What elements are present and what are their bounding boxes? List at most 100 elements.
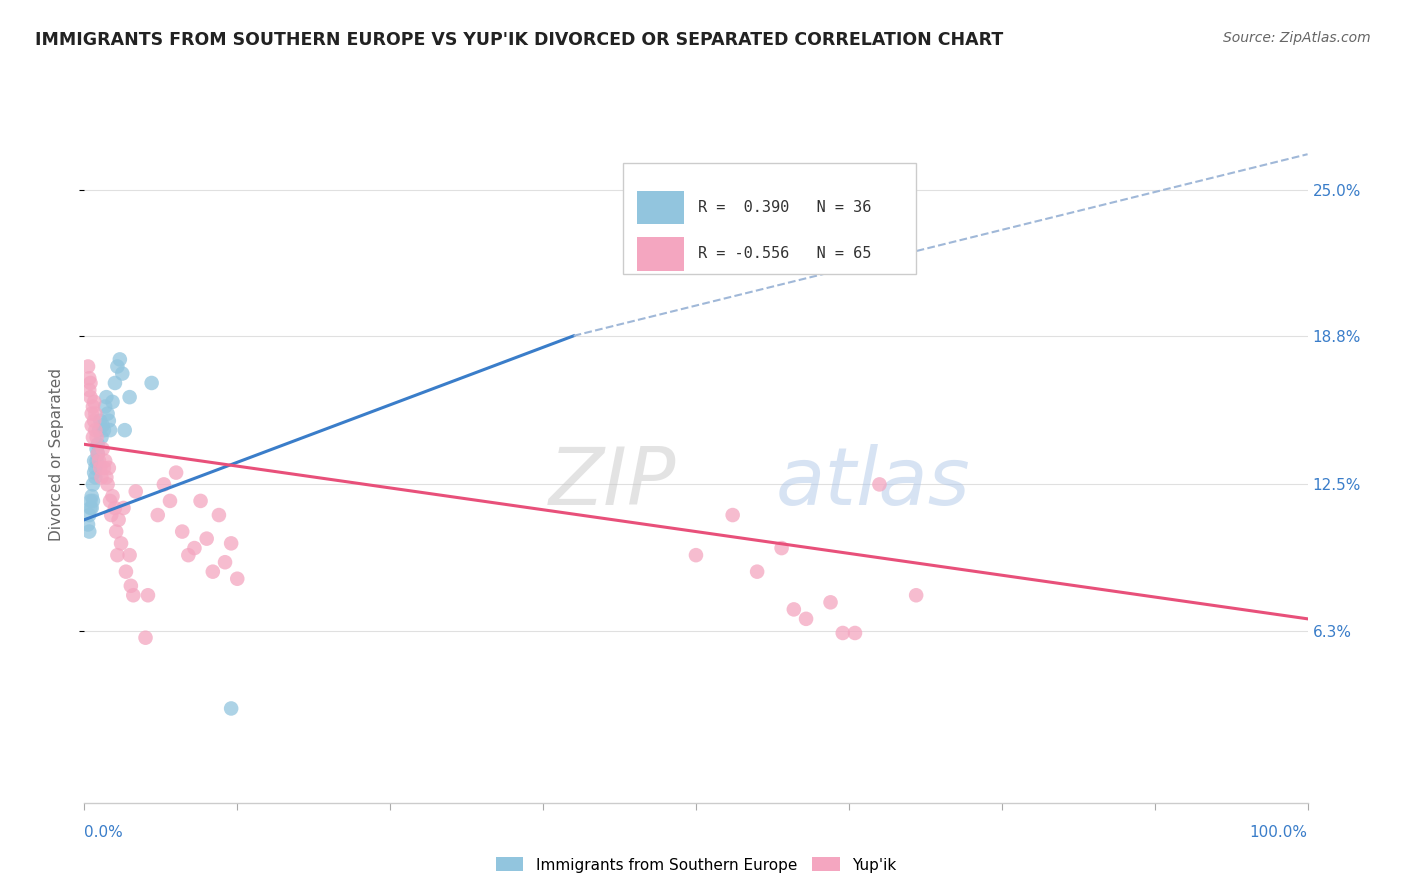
Point	[105, 359, 128, 374]
Text: 0.0%: 0.0%	[84, 825, 124, 840]
Point	[89, 414, 111, 428]
Point	[118, 390, 141, 404]
Point	[86, 454, 108, 468]
Point	[783, 602, 806, 616]
Point	[80, 500, 103, 515]
Point	[87, 447, 110, 461]
Point	[869, 477, 891, 491]
Point	[844, 626, 866, 640]
Text: Source: ZipAtlas.com: Source: ZipAtlas.com	[1223, 31, 1371, 45]
Point	[79, 500, 101, 515]
Point	[172, 524, 194, 539]
Point	[135, 631, 157, 645]
Point	[82, 400, 104, 414]
Point	[83, 395, 105, 409]
Point	[77, 508, 100, 522]
Text: ZIP: ZIP	[550, 443, 676, 522]
Point	[93, 461, 115, 475]
Point	[91, 418, 114, 433]
Point	[77, 524, 100, 539]
Point	[96, 390, 118, 404]
Point	[87, 447, 110, 461]
Point	[96, 470, 118, 484]
Point	[794, 612, 817, 626]
Point	[770, 541, 793, 555]
Point	[107, 513, 129, 527]
Point	[122, 588, 145, 602]
Text: atlas: atlas	[776, 443, 970, 522]
Point	[82, 477, 104, 491]
Point	[91, 442, 114, 456]
Point	[104, 500, 127, 515]
Point	[84, 461, 107, 475]
Point	[80, 418, 103, 433]
Point	[183, 541, 205, 555]
Text: 100.0%: 100.0%	[1250, 825, 1308, 840]
Point	[110, 536, 132, 550]
Bar	[637, 237, 683, 270]
Point	[721, 508, 744, 522]
Point	[125, 484, 148, 499]
Point	[118, 548, 141, 562]
Point	[77, 517, 100, 532]
Point	[82, 494, 104, 508]
Point	[201, 565, 224, 579]
Point	[685, 548, 707, 562]
Point	[97, 461, 120, 475]
Point	[98, 423, 121, 437]
Point	[153, 477, 176, 491]
Point	[83, 466, 105, 480]
Point	[93, 423, 115, 437]
Point	[219, 536, 242, 550]
Point	[79, 494, 101, 508]
Point	[87, 423, 110, 437]
Point	[90, 430, 112, 444]
Point	[77, 383, 100, 397]
Point	[90, 470, 112, 484]
Point	[101, 395, 124, 409]
Y-axis label: Divorced or Separated: Divorced or Separated	[49, 368, 63, 541]
Point	[77, 371, 100, 385]
Point	[214, 555, 236, 569]
Point	[84, 423, 107, 437]
Legend: Immigrants from Southern Europe, Yup'ik: Immigrants from Southern Europe, Yup'ik	[489, 851, 903, 879]
Point	[195, 532, 218, 546]
Point	[115, 565, 138, 579]
Point	[105, 548, 128, 562]
Point	[97, 407, 120, 421]
Point	[226, 572, 249, 586]
Point	[159, 494, 181, 508]
Point	[104, 376, 127, 390]
Point	[84, 470, 107, 484]
Point	[80, 407, 103, 421]
Point	[84, 407, 107, 421]
Point	[86, 442, 108, 456]
Point	[101, 489, 124, 503]
Text: IMMIGRANTS FROM SOUTHERN EUROPE VS YUP'IK DIVORCED OR SEPARATED CORRELATION CHAR: IMMIGRANTS FROM SOUTHERN EUROPE VS YUP'I…	[35, 31, 1004, 49]
Point	[98, 494, 121, 508]
Point	[86, 430, 108, 444]
Point	[105, 524, 128, 539]
Point	[80, 489, 103, 503]
Point	[114, 423, 136, 437]
Point	[94, 454, 117, 468]
Point	[89, 461, 111, 475]
Point	[111, 367, 134, 381]
Point	[219, 701, 242, 715]
Point	[87, 454, 110, 468]
Point	[94, 400, 117, 414]
Point	[141, 376, 163, 390]
Point	[87, 437, 110, 451]
Point	[77, 359, 100, 374]
Point	[108, 352, 131, 367]
Point	[146, 508, 169, 522]
Point	[79, 376, 101, 390]
Point	[97, 414, 120, 428]
Point	[177, 548, 200, 562]
Point	[120, 579, 142, 593]
Point	[165, 466, 187, 480]
Point	[97, 477, 120, 491]
Point	[79, 390, 101, 404]
FancyBboxPatch shape	[623, 162, 917, 274]
Point	[747, 565, 769, 579]
